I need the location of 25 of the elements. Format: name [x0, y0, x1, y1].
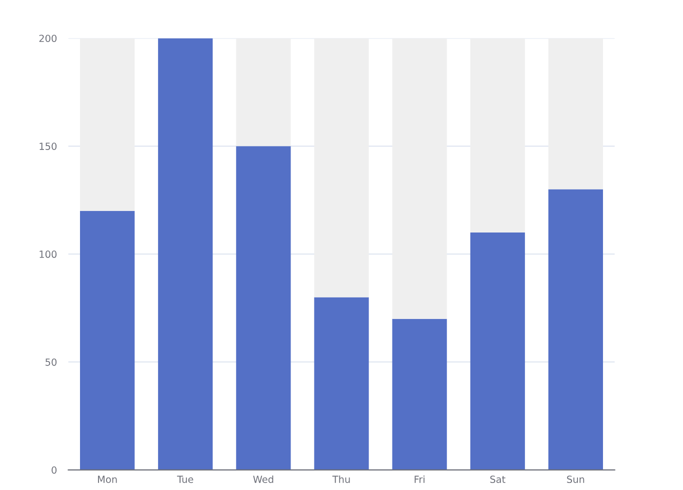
- bar: [314, 38, 369, 298]
- y-tick-label: 100: [40, 250, 57, 258]
- x-tick-label: Wed: [253, 475, 274, 483]
- y-tick-label: 150: [40, 142, 57, 150]
- y-tick-label: 0: [52, 466, 57, 474]
- x-tick-label: Thu: [332, 475, 350, 483]
- bar: [80, 38, 135, 211]
- bar: [158, 38, 213, 470]
- x-tick-label: Tue: [177, 476, 194, 483]
- bar: [548, 38, 603, 190]
- bar: [236, 38, 291, 146]
- bar: [80, 210, 135, 470]
- bar: [392, 318, 447, 470]
- y-tick-label: 200: [39, 34, 57, 42]
- bar: [470, 232, 525, 470]
- x-tick-label: Fri: [414, 475, 424, 483]
- bar: [470, 38, 525, 232]
- y-tick-label: 50: [46, 358, 57, 366]
- bar: [236, 146, 291, 470]
- x-tick-label: Sat: [490, 476, 506, 483]
- bar: [392, 38, 447, 319]
- x-tick-label: Mon: [98, 476, 117, 483]
- bar: [548, 189, 603, 470]
- bar: [314, 297, 369, 470]
- x-tick-label: Sun: [567, 476, 584, 483]
